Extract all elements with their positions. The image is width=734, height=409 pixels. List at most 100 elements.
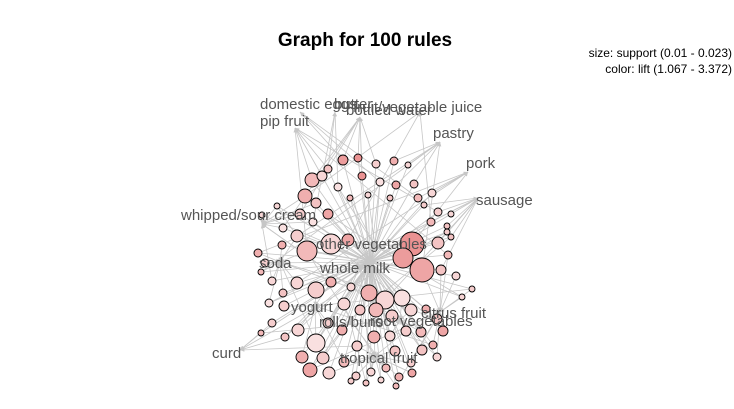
rule-edge: [328, 355, 376, 374]
rule-node: [389, 345, 401, 357]
rule-node: [297, 188, 313, 204]
rule-node: [443, 222, 451, 230]
rule-edge: [418, 111, 432, 223]
rule-node: [278, 288, 288, 298]
rule-node: [404, 303, 418, 317]
rule-edge: [349, 197, 371, 263]
rule-edge: [369, 261, 423, 351]
rule-node: [392, 247, 414, 269]
rule-edge: [304, 111, 421, 197]
item-label-pork: pork: [466, 155, 496, 172]
rule-node: [341, 233, 355, 247]
rule-edge: [374, 330, 407, 357]
rule-node: [295, 350, 309, 364]
rule-node: [362, 379, 370, 387]
rule-edge: [438, 254, 449, 313]
rule-node: [368, 302, 384, 318]
rule-node: [333, 182, 343, 192]
rule-edge: [294, 127, 313, 181]
rule-edge: [314, 305, 434, 346]
rule-edge: [450, 197, 479, 238]
item-label-domestic-eggs: domestic eggs: [260, 96, 357, 113]
item-label-sausage: sausage: [476, 192, 533, 209]
rule-node: [267, 318, 277, 328]
rule-edge: [421, 141, 442, 271]
rule-node: [443, 250, 453, 260]
rule-edge: [439, 275, 457, 313]
rule-node: [316, 351, 330, 365]
rule-node: [353, 153, 363, 163]
rule-edge: [296, 261, 371, 284]
rule-edge: [361, 175, 372, 263]
rule-edge: [333, 111, 339, 188]
rule-node: [302, 362, 318, 378]
rule-edge: [369, 204, 425, 263]
rule-edge: [314, 305, 345, 363]
item-label-rolls-buns: rolls/buns: [319, 314, 383, 331]
rule-edge: [294, 127, 323, 177]
rule-node: [385, 309, 399, 323]
rule-node: [377, 376, 385, 384]
rule-node: [400, 325, 412, 337]
rule-edge: [384, 197, 479, 301]
rule-node: [357, 171, 367, 181]
rule-edge: [439, 288, 473, 313]
rule-node: [451, 271, 461, 281]
rule-node: [290, 276, 304, 290]
rule-edge: [327, 111, 337, 170]
rule-node: [409, 179, 419, 189]
rule-node: [354, 304, 366, 316]
rule-edge: [357, 116, 362, 159]
rule-node: [346, 194, 354, 202]
rule-edge: [239, 336, 286, 351]
rule-node: [447, 210, 455, 218]
rule-edge: [423, 196, 479, 206]
rule-node: [431, 236, 445, 250]
rule-edge: [239, 332, 262, 351]
rule-edge: [374, 354, 412, 364]
rule-node: [307, 281, 325, 299]
rule-node: [273, 202, 281, 210]
rule-node: [447, 233, 455, 241]
item-label-butter: butter: [334, 96, 372, 113]
rule-edge: [296, 171, 469, 284]
rule-node: [415, 326, 427, 338]
rule-node: [323, 164, 333, 174]
rule-node: [416, 344, 428, 356]
rule-node: [325, 276, 337, 288]
rule-node: [443, 228, 451, 236]
rule-node: [391, 180, 401, 190]
rule-edge: [367, 194, 372, 263]
rule-edge: [374, 355, 413, 374]
rule-node: [294, 208, 306, 220]
rule-node: [394, 372, 404, 382]
rule-edge: [327, 213, 376, 247]
rule-node: [468, 285, 476, 293]
rule-node: [392, 382, 400, 390]
rule-node: [346, 282, 356, 292]
rule-node: [389, 156, 399, 166]
rule-node: [322, 208, 334, 220]
rule-node: [364, 191, 372, 199]
rule-node: [253, 248, 263, 258]
rule-edge: [284, 305, 316, 338]
rule-edge: [349, 236, 452, 321]
rule-node: [320, 233, 342, 255]
rule-node: [435, 264, 447, 276]
item-label-pip-fruit: pip fruit: [260, 113, 310, 130]
rule-node: [404, 161, 412, 169]
rule-node: [308, 217, 318, 227]
rule-edge: [271, 260, 371, 282]
graph-title: Graph for 100 rules: [278, 30, 452, 51]
rule-node: [337, 297, 351, 311]
rule-edge: [373, 181, 381, 247]
rule-node: [407, 368, 417, 378]
item-label-whole-milk: whole milk: [319, 260, 391, 277]
rule-edge: [349, 197, 376, 247]
rule-node: [306, 333, 326, 353]
rule-node: [338, 356, 350, 368]
rule-edge: [446, 197, 479, 227]
rule-edge: [337, 186, 371, 263]
rule-edge: [437, 197, 479, 213]
